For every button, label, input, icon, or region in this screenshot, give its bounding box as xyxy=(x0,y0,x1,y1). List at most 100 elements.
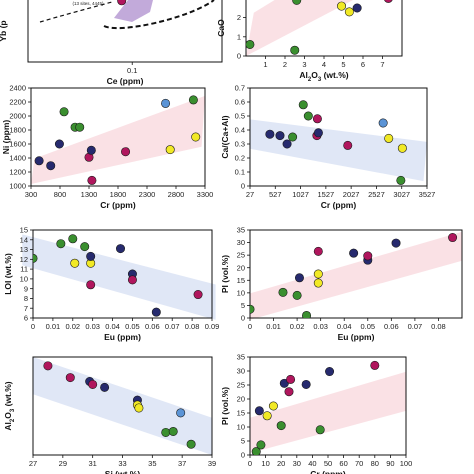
y-tick-label: 30 xyxy=(237,238,245,247)
y-axis-label: Al2O3 (wt.%) xyxy=(3,381,16,430)
y-tick-label: 20 xyxy=(237,395,245,404)
y-tick-label: 1000 xyxy=(9,182,26,191)
data-point-navy xyxy=(275,131,285,141)
x-axis-label: Ce (ppm) xyxy=(107,76,144,86)
x-tick-label: 4 xyxy=(322,60,326,69)
x-tick-label: 527 xyxy=(269,190,282,199)
y-tick-label: 2400 xyxy=(9,84,26,93)
data-point-magenta xyxy=(193,290,203,300)
chart-panel-7: 27 29 31 33 35 37 39 Si (wt.%) Al2O3 (wt.%) xyxy=(3,356,216,474)
x-tick-label: 2 xyxy=(283,60,287,69)
x-axis-label: Cr (ppm) xyxy=(100,200,136,210)
x-axis-label: Cr (ppm) xyxy=(321,200,357,210)
data-point-navy xyxy=(325,367,335,377)
x-tick-label: 33 xyxy=(118,459,126,468)
x-tick-label: 800 xyxy=(54,190,67,199)
data-point-navy xyxy=(34,156,44,166)
x-tick-label: 0.02 xyxy=(290,322,305,331)
y-tick-label: 0.4 xyxy=(235,126,245,135)
data-point-green xyxy=(290,45,300,55)
y-tick-label: 6 xyxy=(24,314,28,323)
y-tick-label: 25 xyxy=(237,251,245,260)
x-tick-label: 0.08 xyxy=(185,322,200,331)
x-tick-label: 2300 xyxy=(139,190,156,199)
data-point-yellow xyxy=(384,133,394,143)
x-tick-label: 2527 xyxy=(368,190,385,199)
y-tick-label: 25 xyxy=(237,381,245,390)
data-point-magenta xyxy=(313,246,323,256)
y-axis-label: CaO xyxy=(216,19,226,37)
trend-band xyxy=(31,95,205,185)
data-points xyxy=(251,360,380,455)
y-tick-label: 0 xyxy=(241,182,245,191)
x-tick-label: 0.05 xyxy=(360,322,375,331)
x-tick-label: 0 xyxy=(248,459,252,468)
plot-frame xyxy=(249,87,428,187)
data-point-yellow xyxy=(268,401,278,411)
data-point-green xyxy=(188,95,198,105)
data-point-navy xyxy=(294,273,304,283)
y-tick-label: 11 xyxy=(20,265,28,274)
x-axis-label: Eu (ppm) xyxy=(338,332,375,342)
data-points xyxy=(265,100,407,185)
trend-band xyxy=(250,371,406,454)
y-tick-label: 20 xyxy=(237,263,245,272)
y-tick-label: 15 xyxy=(20,226,28,235)
y-tick-label: 12 xyxy=(20,255,28,264)
data-point-green xyxy=(251,447,261,455)
x-tick-label: 35 xyxy=(148,459,156,468)
y-axis-label: Yb (p xyxy=(0,20,8,41)
x-tick-label: 70 xyxy=(355,459,363,468)
plot-frame xyxy=(32,229,213,319)
x-tick-label: 3 xyxy=(302,60,306,69)
x-tick-label: 2800 xyxy=(168,190,185,199)
plot-frame xyxy=(27,0,223,63)
data-point-magenta xyxy=(43,361,53,371)
plot-frame xyxy=(249,229,463,319)
y-axis-label: PI (vol.%) xyxy=(220,387,230,425)
y-tick-label: 30 xyxy=(237,367,245,376)
x-axis-label: Cr (ppm) xyxy=(310,469,346,474)
x-tick-label: 50 xyxy=(324,459,332,468)
y-tick-label: 0.7 xyxy=(235,84,245,93)
y-tick-label: 1400 xyxy=(9,154,26,163)
x-tick-label: 0.05 xyxy=(125,322,140,331)
x-tick-label: 0.04 xyxy=(337,322,352,331)
y-axis-label: PI (vol.%) xyxy=(220,255,230,293)
x-tick-label: 0.02 xyxy=(65,322,80,331)
data-point-green xyxy=(161,427,171,437)
y-tick-label: 2000 xyxy=(9,112,26,121)
y-tick-label: 0.2 xyxy=(235,154,245,163)
y-tick-label: 7 xyxy=(24,304,28,313)
data-point-green xyxy=(302,310,312,318)
field-envelope xyxy=(103,0,215,30)
data-point-magenta xyxy=(121,147,131,157)
y-tick-label: 1600 xyxy=(9,140,26,149)
y-tick-label: 0.3 xyxy=(235,140,245,149)
chart-panel-2: 1 2 3 4 5 6 7 0 1 2 Al2O3 (wt.%) CaO xyxy=(216,0,403,83)
y-tick-label: 35 xyxy=(237,353,245,362)
trend-band xyxy=(33,357,212,455)
data-point-green xyxy=(303,111,313,121)
x-tick-label: 29 xyxy=(59,459,67,468)
data-point-yellow xyxy=(337,1,347,11)
x-axis-label: Si (wt.%) xyxy=(105,469,141,474)
data-point-blue xyxy=(161,98,171,108)
y-tick-label: 10 xyxy=(237,423,245,432)
data-point-navy xyxy=(301,379,311,389)
y-axis-label: Ni (ppm) xyxy=(1,120,11,155)
y-tick-label: 0.6 xyxy=(235,98,245,107)
x-tick-label: 6 xyxy=(361,60,365,69)
x-tick-label: 1 xyxy=(263,60,267,69)
data-point-magenta xyxy=(284,387,294,397)
compositional-field xyxy=(114,0,153,22)
x-tick-label: 0.03 xyxy=(313,322,328,331)
y-tick-label: 9 xyxy=(24,284,28,293)
data-point-green xyxy=(59,107,69,117)
data-point-green xyxy=(250,304,255,314)
data-point-green xyxy=(292,290,302,300)
chart-panel-1: (13 sites, 4445) 0.1Ce (ppm) Yb (p xyxy=(0,0,223,86)
data-point-yellow xyxy=(134,403,144,413)
x-tick-label: 0.03 xyxy=(85,322,100,331)
y-tick-label: 5 xyxy=(241,301,245,310)
